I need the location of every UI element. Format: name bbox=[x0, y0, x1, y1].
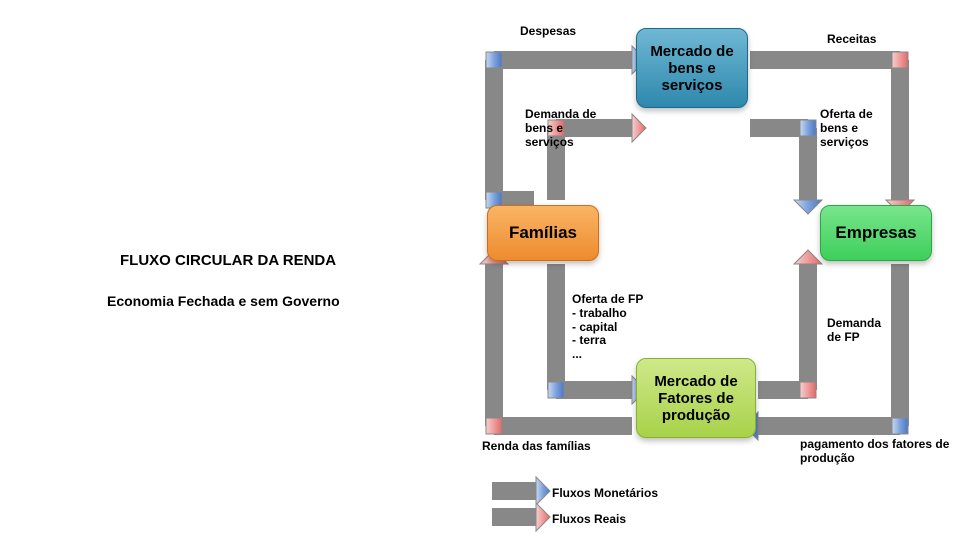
label-pag_fp: pagamento dos fatores de produção bbox=[800, 438, 950, 466]
page-subtitle: Economia Fechada e sem Governo bbox=[107, 293, 340, 309]
label-legend_real: Fluxos Reais bbox=[552, 513, 626, 527]
node-familias: Famílias bbox=[487, 205, 599, 261]
label-legend_mon: Fluxos Monetários bbox=[552, 487, 658, 501]
label-demanda_bens: Demanda de bens e serviços bbox=[525, 108, 605, 149]
label-oferta_fp: Oferta de FP - trabalho - capital - terr… bbox=[572, 293, 667, 362]
label-despesas: Despesas bbox=[520, 25, 576, 39]
node-empresas: Empresas bbox=[820, 205, 932, 261]
label-renda_fam: Renda das famílias bbox=[482, 440, 591, 454]
node-mercado_fp: Mercado de Fatores de produção bbox=[636, 358, 756, 438]
label-demanda_fp: Demanda de FP bbox=[827, 317, 897, 345]
label-receitas: Receitas bbox=[827, 33, 876, 47]
page-title: FLUXO CIRCULAR DA RENDA bbox=[120, 252, 336, 269]
label-oferta_bens: Oferta de bens e serviços bbox=[820, 108, 900, 149]
node-mercado_bens: Mercado de bens e serviços bbox=[636, 28, 748, 108]
